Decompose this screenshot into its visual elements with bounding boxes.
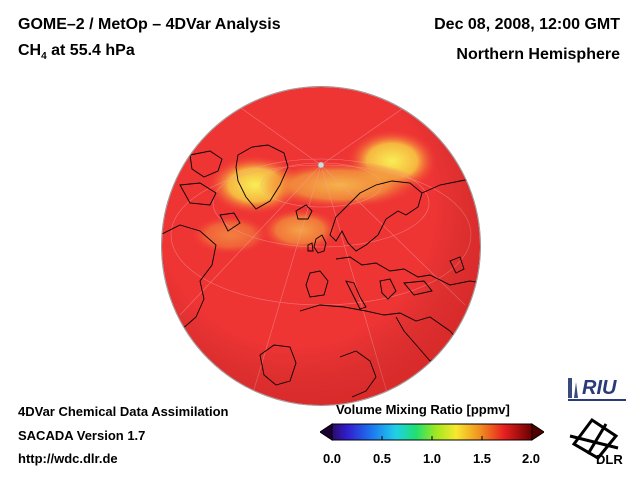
species-subscript: 4 [41, 51, 47, 63]
colorbar [320, 423, 544, 441]
colorbar-tick-label: 1.0 [422, 451, 442, 466]
dlr-logo-text: DLR [596, 452, 623, 467]
colorbar-tick-label: 0.0 [322, 451, 342, 466]
colorbar-tick-label: 0.5 [372, 451, 392, 466]
hemisphere-globe [161, 86, 481, 406]
colorbar-min-arrow [320, 423, 333, 441]
colorbar-max-arrow [531, 423, 544, 441]
map-subtitle: CH4 at 55.4 hPa [18, 42, 135, 62]
species-name: CH [18, 42, 42, 59]
riu-logo-spire [574, 382, 578, 398]
footer-line-2: SACADA Version 1.7 [18, 428, 146, 443]
colorbar-ticks [331, 436, 533, 440]
riu-logo: RIU [568, 377, 626, 401]
legend-title: Volume Mixing Ratio [ppmv] [336, 402, 510, 417]
colorbar-tick-label: 1.5 [472, 451, 492, 466]
dlr-logo-emblem [569, 417, 619, 460]
region-label: Northern Hemisphere [456, 46, 620, 63]
colorbar-tick-label: 2.0 [521, 451, 541, 466]
map-title: GOME–2 / MetOp – 4DVar Analysis [18, 16, 281, 33]
date-time: Dec 08, 2008, 12:00 GMT [434, 16, 620, 33]
footer-url[interactable]: http://wdc.dlr.de [18, 451, 118, 466]
riu-logo-text: RIU [582, 377, 617, 399]
north-pole-marker [317, 161, 325, 169]
footer-line-1: 4DVar Chemical Data Assimilation [18, 404, 229, 419]
globe-shading [162, 87, 480, 405]
pressure-level: at 55.4 hPa [46, 42, 135, 59]
globe-outline [161, 86, 481, 406]
dlr-logo: DLR [569, 417, 623, 467]
riu-logo-bar [568, 378, 572, 398]
